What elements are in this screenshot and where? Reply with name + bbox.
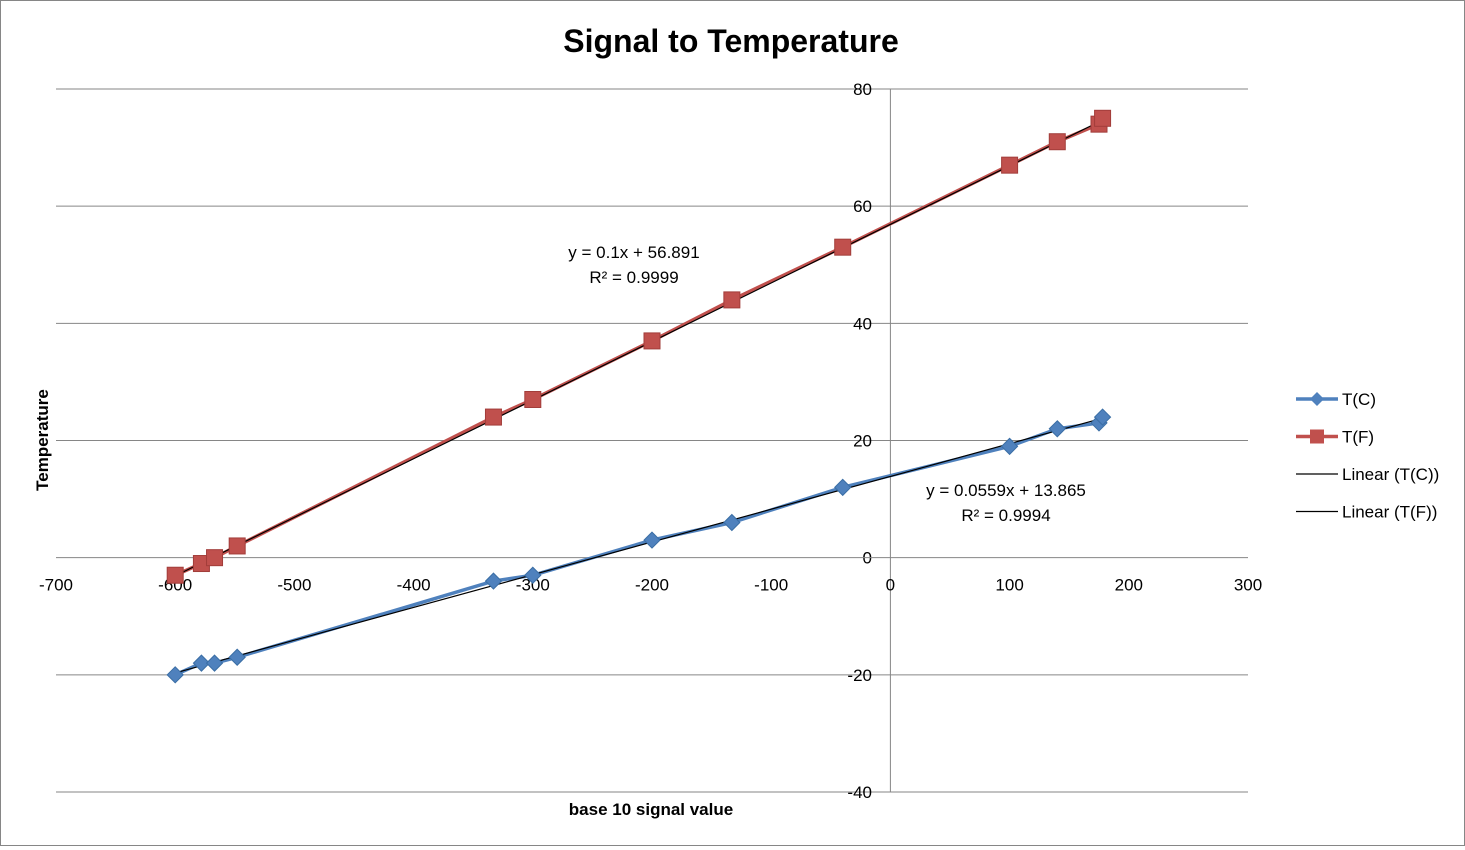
data-point-tc [1093,408,1112,426]
x-tick-label: -300 [516,576,550,595]
x-axis-title: base 10 signal value [569,800,733,819]
chart-title: Signal to Temperature [563,23,898,59]
x-tick-label: -500 [277,576,311,595]
legend-label: Linear (T(F)) [1342,503,1437,522]
trendline-equation: y = 0.1x + 56.891 [568,243,699,262]
x-tick-label: 300 [1234,576,1262,595]
data-point-tc [643,531,661,549]
legend-label: T(F) [1342,428,1374,447]
data-point-tc [524,566,542,584]
data-point-tf [166,566,184,584]
x-tick-label: 100 [995,576,1023,595]
data-point-tf [1094,109,1112,127]
y-axis-title: Temperature [33,389,52,491]
y-tick-label: 20 [853,432,872,451]
y-tick-label: 80 [853,80,872,99]
x-tick-label: 200 [1115,576,1143,595]
trendline-equation: y = 0.0559x + 13.865 [926,481,1086,500]
legend: T(C) T(F) Linear (T(C)) Linear (T(F)) [1296,390,1439,522]
data-point-tc [192,654,211,672]
legend-label: Linear (T(C)) [1342,465,1439,484]
data-point-tf [834,238,852,256]
x-tick-label: 0 [886,576,895,595]
data-point-tf [1048,133,1066,151]
data-point-tf [643,332,661,350]
legend-label: T(C) [1342,390,1376,409]
data-point-tf [206,549,224,567]
trendline-r-squared: R² = 0.9999 [589,268,678,287]
data-point-tc [834,478,852,497]
x-tick-label: -700 [39,576,73,595]
trendline-r-squared: R² = 0.9994 [961,506,1050,525]
y-tick-label: -20 [847,666,872,685]
data-point-tf [484,408,502,426]
y-tick-label: 40 [853,314,872,333]
data-point-tc [1000,437,1019,456]
x-tick-label: -200 [635,576,669,595]
x-tick-label: -100 [754,576,788,595]
data-point-tc [228,648,246,666]
y-tick-label: -40 [847,783,872,802]
plot-series [166,109,1112,684]
trendline-tf [174,119,1103,577]
x-tick-label: -600 [158,576,192,595]
data-point-tc [205,654,224,672]
trendline-labels: y = 0.0559x + 13.865 R² = 0.9994 y = 0.1x … [568,243,1086,525]
data-point-tc [723,513,741,532]
legend-marker-square [1310,429,1324,444]
y-tick-label: 60 [853,197,872,216]
legend-marker-diamond [1310,392,1324,406]
x-tick-label: -400 [397,576,431,595]
gridlines [56,88,1248,793]
data-point-tf [524,390,542,408]
data-point-tf [228,537,246,555]
data-point-tc [166,666,184,684]
data-point-tf [723,291,741,309]
data-point-tf [1001,156,1019,174]
trendline-tc [175,417,1103,674]
data-point-tc [484,572,503,590]
data-point-tc [1048,420,1066,438]
